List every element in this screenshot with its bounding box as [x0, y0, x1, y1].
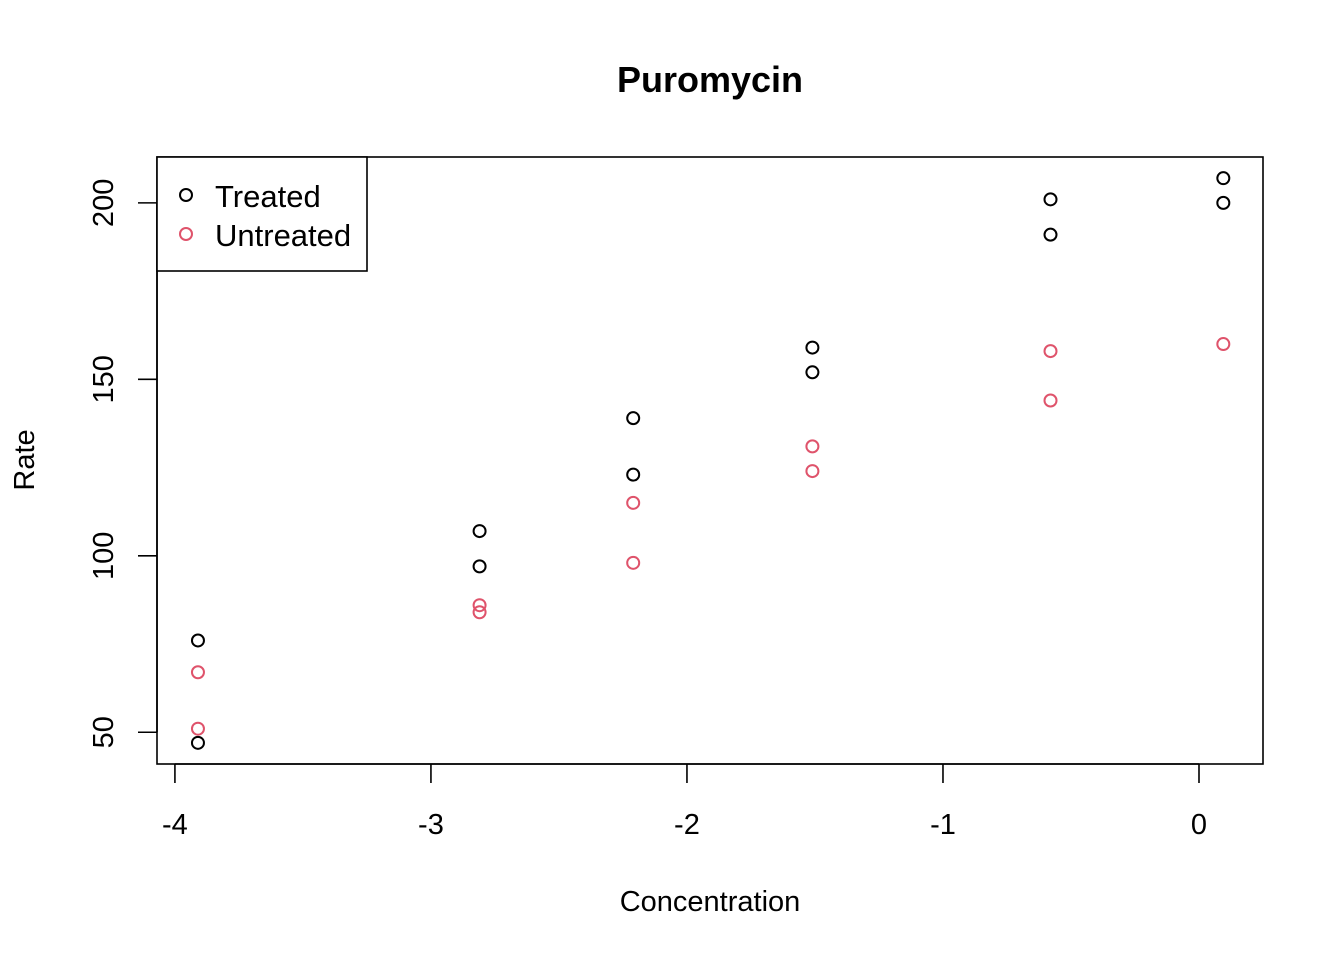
legend: Treated Untreated [156, 156, 368, 272]
data-point-treated [472, 524, 487, 539]
data-point-untreated [626, 495, 641, 510]
legend-marker-untreated [179, 227, 193, 241]
legend-box [156, 156, 368, 272]
x-axis: -4 -3 -2 -1 0 [162, 763, 1207, 841]
x-tick-label: -1 [930, 809, 956, 841]
data-point-treated [190, 735, 205, 750]
data-point-treated [1043, 192, 1058, 207]
data-point-treated [1043, 227, 1058, 242]
data-point-treated [626, 411, 641, 426]
data-point-untreated [1216, 337, 1231, 352]
legend-label-untreated: Untreated [215, 218, 351, 253]
x-tick-label: -3 [418, 809, 444, 841]
data-point-untreated [472, 605, 487, 620]
data-point-treated [472, 559, 487, 574]
y-axis: 50 100 150 200 [88, 179, 158, 748]
data-point-treated [805, 365, 820, 380]
data-point-treated [1216, 171, 1231, 186]
legend-marker-treated [179, 188, 193, 202]
y-tick-label: 100 [88, 532, 120, 580]
data-point-untreated [626, 555, 641, 570]
x-tick-label: -2 [674, 809, 700, 841]
data-point-treated [626, 467, 641, 482]
legend-label-treated: Treated [215, 179, 321, 214]
y-tick-label: 200 [88, 179, 120, 227]
data-point-untreated [190, 721, 205, 736]
data-points [190, 171, 1231, 750]
y-tick-label: 50 [88, 716, 120, 748]
data-point-untreated [1043, 344, 1058, 359]
data-point-treated [805, 340, 820, 355]
x-axis-label: Concentration [620, 886, 801, 918]
data-point-untreated [805, 439, 820, 454]
data-point-treated [190, 633, 205, 648]
x-tick-label: 0 [1191, 809, 1207, 841]
chart-title: Puromycin [617, 59, 803, 100]
data-point-untreated [472, 598, 487, 613]
y-axis-label: Rate [9, 429, 41, 490]
y-tick-label: 150 [88, 355, 120, 403]
data-point-untreated [190, 665, 205, 680]
data-point-untreated [1043, 393, 1058, 408]
x-tick-label: -4 [162, 809, 188, 841]
data-point-untreated [805, 464, 820, 479]
data-point-treated [1216, 195, 1231, 210]
